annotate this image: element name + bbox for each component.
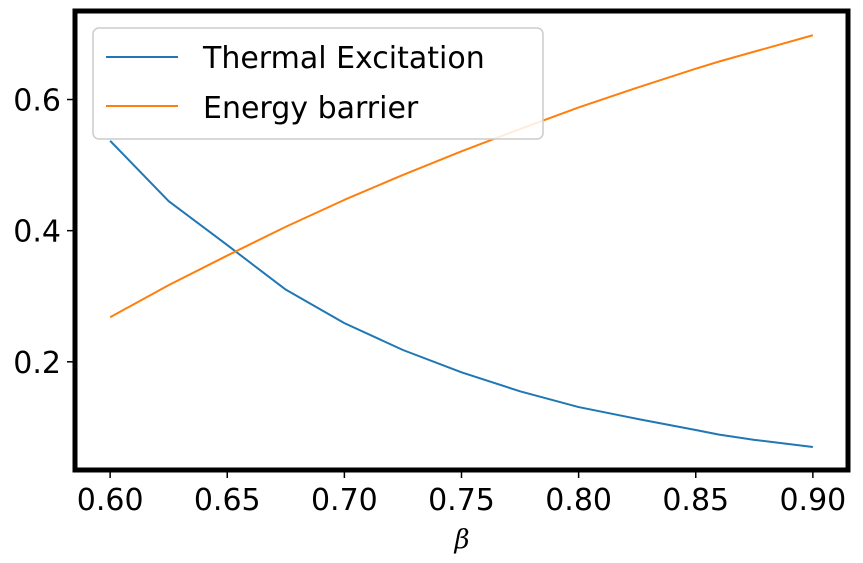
series-line-energy-barrier <box>109 34 814 319</box>
legend-label-energy-barrier: Energy barrier <box>203 91 419 126</box>
x-axis-label: β <box>453 525 469 555</box>
x-tick-label: 0.80 <box>545 483 612 518</box>
legend-box <box>92 27 544 140</box>
x-tick-label: 0.70 <box>311 483 378 518</box>
series-line-thermal-excitation <box>109 140 813 449</box>
series-layer <box>109 34 814 449</box>
x-tick-label: 0.65 <box>194 483 261 518</box>
y-axis: 0.2 0.4 0.6 <box>13 84 75 381</box>
legend-label-thermal-excitation: Thermal Excitation <box>202 41 485 76</box>
y-tick-label: 0.4 <box>13 215 61 250</box>
x-axis: 0.60 0.65 0.70 0.75 0.80 0.85 0.90 <box>77 470 846 518</box>
x-tick-label: 0.60 <box>77 483 144 518</box>
y-tick-label: 0.6 <box>13 84 61 119</box>
x-tick-label: 0.75 <box>428 483 495 518</box>
y-tick-label: 0.2 <box>13 346 61 381</box>
legend: Thermal Excitation Energy barrier <box>92 27 544 140</box>
x-tick-label: 0.90 <box>779 483 846 518</box>
x-tick-label: 0.85 <box>662 483 729 518</box>
